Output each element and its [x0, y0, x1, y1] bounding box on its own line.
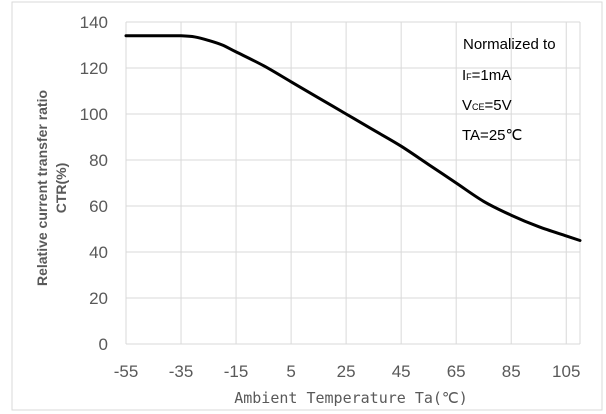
ctr-series-line	[124, 34, 582, 242]
y-tick-label: 40	[89, 243, 108, 262]
annotation-if-main: I	[462, 67, 466, 84]
y-tick-label: 60	[89, 197, 108, 216]
annotation-if-sub: F	[466, 72, 472, 82]
y-tick-label: 20	[89, 289, 108, 308]
x-tick-label: 85	[502, 362, 521, 381]
annotation-if-value: =1mA	[472, 67, 512, 84]
annotation-vce-sub: CE	[472, 102, 485, 112]
y-tick-label: 0	[99, 335, 108, 354]
x-tick-labels: -55 -35 -15 5 25 45 65 85 105	[114, 362, 581, 381]
annotation-normalized-to: Normalized to	[463, 36, 556, 53]
x-tick-label: -15	[224, 362, 249, 381]
annotation-if-condition: IF=1mA	[462, 67, 511, 84]
y-tick-label: 140	[80, 13, 108, 32]
y-tick-label: 100	[80, 105, 108, 124]
x-tick-label: -35	[169, 362, 194, 381]
y-tick-label: 120	[80, 59, 108, 78]
annotation-vce-value: =5V	[485, 97, 512, 114]
x-tick-label: 105	[552, 362, 580, 381]
x-tick-label: 5	[286, 362, 295, 381]
x-axis-title: Ambient Temperature Ta(℃)	[234, 389, 468, 407]
annotation-vce-condition: VCE=5V	[462, 97, 512, 114]
x-tick-label: 45	[392, 362, 411, 381]
x-tick-label: -55	[114, 362, 139, 381]
y-tick-labels: 0 20 40 60 80 100 120 140	[80, 13, 108, 354]
grid-layer	[125, 21, 581, 345]
x-tick-label: 65	[447, 362, 466, 381]
annotation-ta-condition: TA=25℃	[462, 127, 522, 144]
x-tick-label: 25	[337, 362, 356, 381]
annotation-vce-main: V	[462, 97, 472, 114]
y-tick-label: 80	[89, 151, 108, 170]
y-axis-title-line1: Relative current transfer ratio	[34, 90, 50, 286]
y-axis-title-line2: CTR(%)	[53, 163, 69, 214]
